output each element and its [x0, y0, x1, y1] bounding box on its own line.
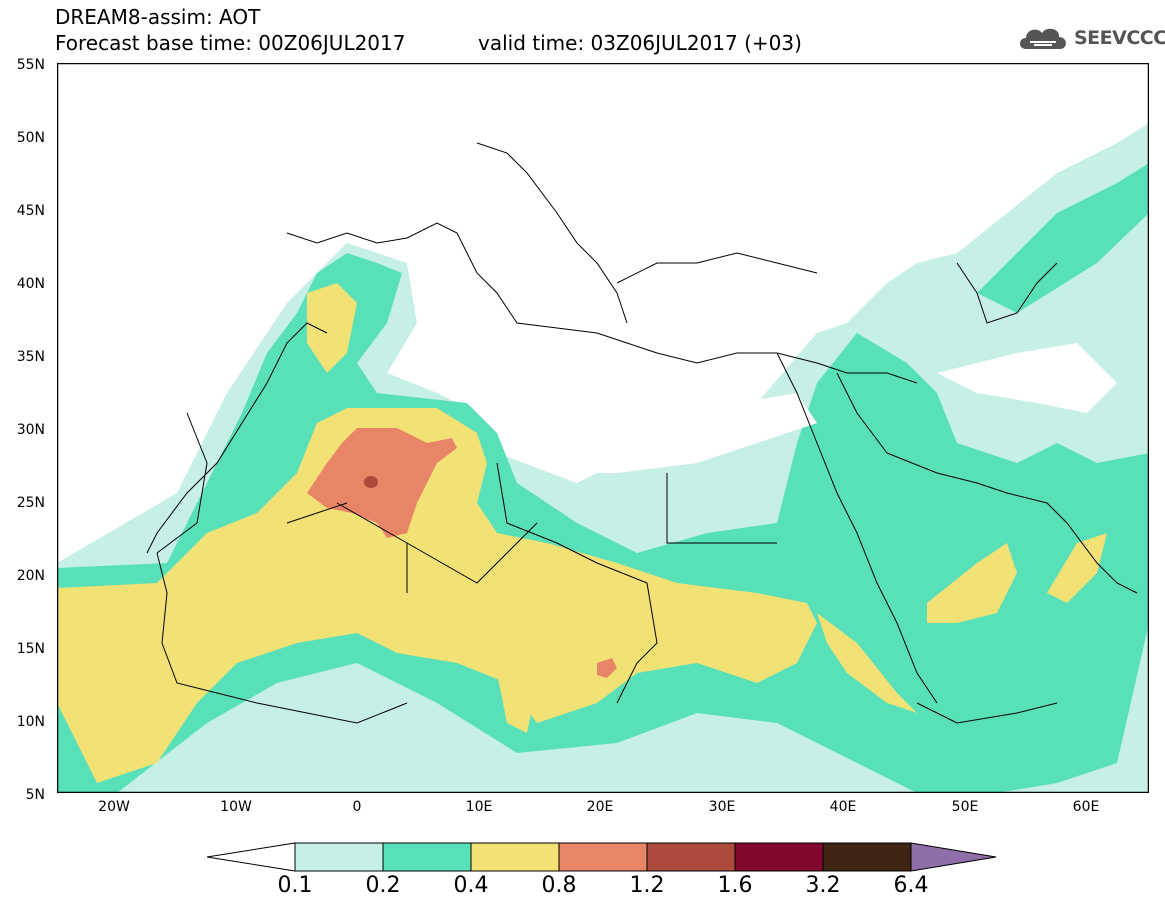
x-tick-10e: 10E	[465, 799, 493, 815]
colorbar-label-0-1: 0.1	[277, 873, 313, 898]
aot-level-0-4	[57, 283, 1107, 783]
y-tick-30n: 30N	[16, 422, 45, 438]
x-tick-20e: 20E	[586, 799, 614, 815]
colorbar-bin-6	[734, 842, 824, 872]
seevccc-logo: SEEVCCC	[1016, 22, 1165, 54]
y-tick-40n: 40N	[16, 276, 45, 292]
valid-time: valid time: 03Z06JUL2017 (+03)	[478, 31, 802, 55]
colorbar-label-0-8: 0.8	[541, 873, 577, 898]
colorbar-label-0-2: 0.2	[365, 873, 401, 898]
y-tick-45n: 45N	[16, 203, 45, 219]
forecast-base-time: Forecast base time: 00Z06JUL2017	[55, 31, 406, 55]
colorbar-over-arrow	[910, 842, 997, 872]
aot-level-1-2	[364, 476, 378, 488]
y-tick-10n: 10N	[16, 714, 45, 730]
aot-level-0-8	[307, 428, 617, 678]
x-tick-50e: 50E	[951, 799, 979, 815]
coastlines	[146, 142, 1138, 724]
colorbar	[207, 842, 997, 872]
colorbar-bin-3	[470, 842, 560, 872]
colorbar-bin-1	[294, 842, 384, 872]
colorbar-label-1-6: 1.6	[717, 873, 753, 898]
y-tick-55n: 55N	[16, 57, 45, 73]
aot-level-0-2	[57, 163, 1149, 793]
x-tick-20w: 20W	[98, 799, 130, 815]
y-tick-35n: 35N	[16, 349, 45, 365]
colorbar-label-0-4: 0.4	[453, 873, 489, 898]
colorbar-bin-4	[558, 842, 648, 872]
clear-regions	[57, 63, 1149, 553]
logo-text: SEEVCCC	[1074, 27, 1165, 49]
chart-title: DREAM8-assim: AOT	[55, 5, 261, 29]
colorbar-label-3-2: 3.2	[805, 873, 841, 898]
x-tick-40e: 40E	[829, 799, 857, 815]
x-tick-10w: 10W	[220, 799, 252, 815]
aot-map	[57, 63, 1149, 793]
colorbar-under-arrow	[207, 842, 296, 872]
x-tick-30e: 30E	[708, 799, 736, 815]
x-tick-0: 0	[352, 799, 362, 815]
y-tick-20n: 20N	[16, 568, 45, 584]
y-tick-15n: 15N	[16, 641, 45, 657]
y-tick-5n: 5N	[25, 787, 45, 803]
y-tick-50n: 50N	[16, 130, 45, 146]
x-tick-60e: 60E	[1072, 799, 1100, 815]
colorbar-bin-5	[646, 842, 736, 872]
colorbar-label-1-2: 1.2	[629, 873, 665, 898]
colorbar-bin-7	[822, 842, 912, 872]
cloud-icon	[1020, 28, 1066, 49]
y-tick-25n: 25N	[16, 495, 45, 511]
colorbar-label-6-4: 6.4	[893, 873, 929, 898]
colorbar-bin-2	[382, 842, 472, 872]
